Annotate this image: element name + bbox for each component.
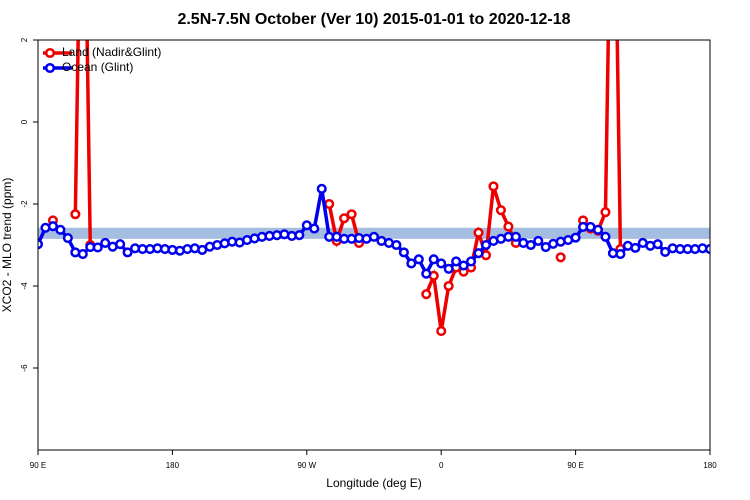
- series-point: [458, 260, 469, 271]
- series-point: [466, 256, 477, 267]
- y-tick-label: 2: [20, 37, 29, 42]
- series-point: [503, 221, 514, 232]
- series-point: [600, 231, 611, 242]
- series-point: [436, 326, 447, 337]
- chart-title: 2.5N-7.5N October (Ver 10) 2015-01-01 to…: [177, 11, 570, 28]
- series-point: [77, 248, 88, 260]
- series-point: [704, 244, 710, 255]
- series-point: [398, 247, 409, 258]
- series-point: [70, 209, 81, 220]
- x-tick-label: 180: [703, 461, 717, 470]
- series-point: [406, 258, 417, 269]
- legend-marker: [44, 62, 56, 74]
- series-point: [555, 252, 566, 263]
- legend-marker: [44, 47, 56, 59]
- series-point: [592, 224, 604, 235]
- x-tick-label: 0: [439, 461, 444, 470]
- series-point: [346, 209, 357, 220]
- y-axis-label: XCO2 - MLO trend (ppm): [0, 178, 14, 313]
- series-point: [443, 280, 454, 292]
- series-point: [570, 232, 581, 243]
- series-point: [473, 227, 484, 238]
- series-point: [451, 256, 462, 267]
- series-point: [309, 223, 320, 234]
- series-point: [615, 248, 626, 260]
- x-axis-label: Longitude (deg E): [326, 476, 421, 490]
- plot-area: [38, 40, 710, 337]
- x-tick-label: 90 E: [30, 461, 46, 470]
- x-tick-label: 90 W: [297, 461, 316, 470]
- series-point: [488, 181, 499, 192]
- series-point: [428, 254, 439, 265]
- series-point: [480, 239, 492, 251]
- series-point: [600, 207, 611, 218]
- plot-frame: [37, 39, 711, 451]
- series-point: [92, 242, 103, 253]
- y-tick-label: 0: [20, 119, 29, 124]
- series-point: [652, 239, 663, 250]
- series-point: [495, 205, 506, 216]
- series-point: [115, 239, 126, 250]
- series-point: [324, 198, 335, 210]
- series-point: [421, 268, 432, 279]
- series-point: [339, 213, 350, 224]
- x-tick-label: 90 E: [567, 461, 583, 470]
- series-point: [443, 263, 454, 274]
- series-point: [122, 247, 133, 258]
- legend-label: Ocean (Glint): [62, 60, 133, 74]
- series-point: [630, 242, 641, 253]
- series-point: [473, 248, 484, 259]
- y-tick-label: -4: [20, 282, 29, 290]
- series-point: [421, 289, 432, 300]
- series-point: [294, 230, 305, 241]
- y-tick-label: -2: [20, 200, 29, 208]
- series-point: [533, 235, 544, 246]
- series-point: [47, 221, 58, 232]
- series-point: [100, 237, 111, 248]
- series-point: [316, 183, 327, 194]
- series-point: [413, 254, 424, 265]
- legend-label: Land (Nadir&Glint): [62, 45, 161, 59]
- series-point: [525, 239, 536, 251]
- series-point: [55, 224, 66, 235]
- y-tick-label: -6: [20, 364, 29, 372]
- series-point: [660, 246, 671, 258]
- series-point: [368, 231, 380, 242]
- series-point: [391, 239, 402, 251]
- series-point: [62, 232, 73, 244]
- x-tick-label: 180: [166, 461, 180, 470]
- series-point: [510, 231, 521, 242]
- series-point: [436, 258, 447, 269]
